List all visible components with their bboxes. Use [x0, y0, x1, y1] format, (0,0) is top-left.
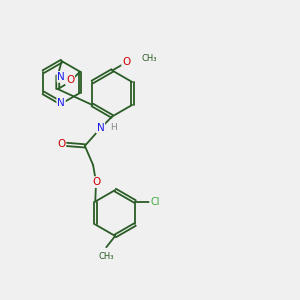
Text: CH₃: CH₃ — [142, 54, 157, 63]
Text: N: N — [58, 72, 65, 82]
Text: CH₃: CH₃ — [99, 253, 114, 262]
Text: Cl: Cl — [150, 196, 160, 206]
Text: N: N — [57, 98, 65, 109]
Text: N: N — [97, 123, 104, 133]
Text: O: O — [66, 75, 74, 85]
Text: O: O — [57, 140, 65, 149]
Text: O: O — [122, 57, 130, 68]
Text: O: O — [92, 177, 101, 187]
Text: H: H — [110, 123, 117, 132]
